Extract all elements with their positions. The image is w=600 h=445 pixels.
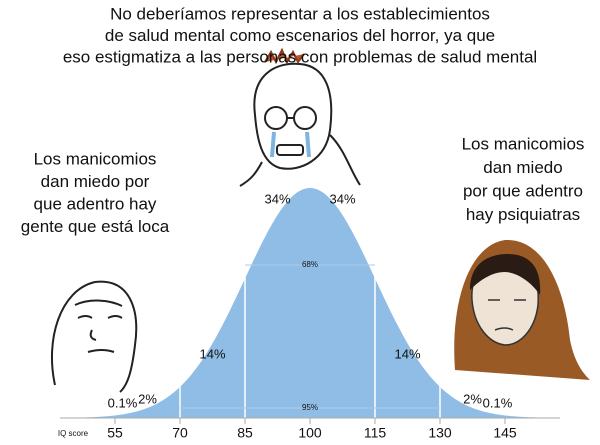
left-text-line: que adentro hay [34,194,157,213]
left-text-line: gente que está loca [21,217,170,236]
region-label: 0.1% [108,395,138,410]
x-tick-label: 70 [172,425,188,441]
right-text-line: dan miedo [483,158,562,177]
x-tick-label: 55 [107,425,123,441]
caption-line: eso estigmatiza a las personas con probl… [63,47,537,66]
left-text-line: Los manicomios [34,149,157,168]
region-label: 34% [264,191,290,206]
region-label: 34% [329,191,355,206]
x-tick-label: 85 [237,425,253,441]
region-label: 0.1% [483,395,513,410]
x-tick-label: 115 [364,425,387,441]
x-tick-label: 130 [428,425,452,441]
captions: No deberíamos representar a los establec… [21,4,585,236]
region-label: 14% [199,346,225,361]
x-tick-label: 145 [493,425,517,441]
bell-curve [60,188,560,418]
caption-line: de salud mental como escenarios del horr… [105,26,495,45]
bracket-label: 68% [302,260,318,269]
bracket-label: 95% [302,403,318,412]
hooded-figure [454,239,590,380]
region-label: 2% [138,391,157,406]
left-text-line: dan miedo por [41,172,150,191]
x-tick-label: 100 [298,425,322,441]
region-label: 2% [463,391,482,406]
right-text-line: por que adentro [463,181,583,200]
right-text-line: Los manicomios [462,134,585,153]
left-face [51,280,138,393]
region-label: 14% [394,346,420,361]
x-axis-label: IQ score [58,429,89,438]
crying-face [239,47,361,187]
right-text-line: hay psiquiatras [466,205,580,224]
caption-line: No deberíamos representar a los establec… [110,4,490,23]
